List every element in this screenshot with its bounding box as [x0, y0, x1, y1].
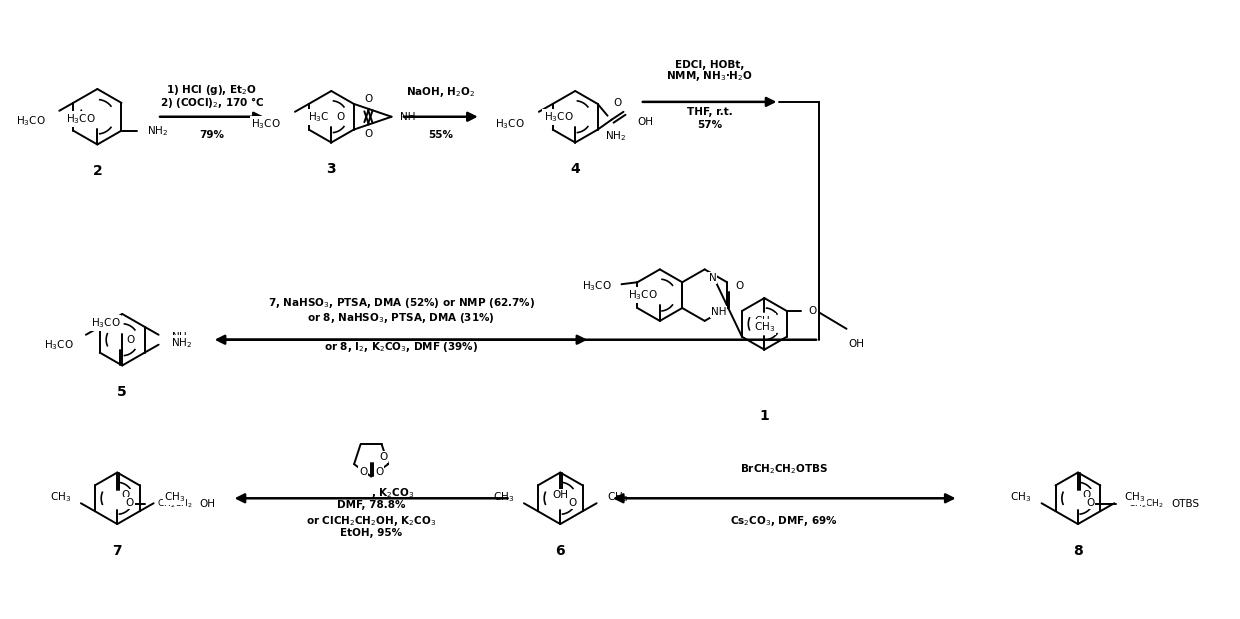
Text: NMM, NH$_3$·H$_2$O: NMM, NH$_3$·H$_2$O [666, 69, 753, 83]
Text: NH$_2$: NH$_2$ [605, 129, 626, 144]
Text: H$_3$CO: H$_3$CO [495, 117, 525, 131]
Text: EDCI, HOBt,: EDCI, HOBt, [675, 60, 744, 70]
Text: OH: OH [848, 339, 864, 348]
Text: 2) (COCl)$_2$, 170 °C: 2) (COCl)$_2$, 170 °C [160, 95, 264, 110]
Text: , K$_2$CO$_3$: , K$_2$CO$_3$ [371, 487, 414, 500]
Text: 8: 8 [1073, 544, 1083, 558]
Text: or ClCH$_2$CH$_2$OH, K$_2$CO$_3$: or ClCH$_2$CH$_2$OH, K$_2$CO$_3$ [306, 514, 436, 528]
Text: O: O [125, 498, 134, 508]
Text: H$_3$CO: H$_3$CO [45, 338, 74, 352]
Text: CH$_3$: CH$_3$ [754, 320, 775, 334]
Text: N: N [708, 274, 717, 284]
Text: H$_3$C: H$_3$C [308, 110, 330, 124]
Text: O: O [1083, 490, 1090, 500]
Text: CH$_2$CH$_2$: CH$_2$CH$_2$ [1127, 498, 1163, 511]
Text: THF, r.t.: THF, r.t. [687, 107, 733, 117]
Text: O: O [735, 281, 743, 291]
Text: 79%: 79% [200, 129, 224, 140]
Text: 5: 5 [118, 385, 128, 399]
Text: CH$_3$: CH$_3$ [1125, 490, 1146, 504]
Text: CH$_3$: CH$_3$ [1011, 490, 1032, 504]
Text: NH$_2$: NH$_2$ [171, 330, 192, 344]
Text: H$_3$CO: H$_3$CO [582, 279, 611, 293]
Text: 3: 3 [326, 162, 336, 176]
Text: O: O [126, 335, 134, 345]
Text: O: O [365, 129, 372, 139]
Text: CH$_3$: CH$_3$ [164, 490, 185, 504]
Text: O: O [365, 94, 372, 104]
Text: OH: OH [637, 117, 653, 127]
Text: 1: 1 [760, 409, 769, 423]
Text: H$_3$CO: H$_3$CO [66, 112, 95, 126]
Text: O: O [614, 98, 621, 108]
Text: OH: OH [552, 490, 568, 500]
Text: BrCH$_2$CH$_2$OTBS: BrCH$_2$CH$_2$OTBS [740, 462, 828, 477]
Text: H$_3$CO: H$_3$CO [543, 110, 573, 124]
Text: O: O [374, 467, 383, 477]
Text: NH$_2$: NH$_2$ [148, 124, 169, 137]
Text: 55%: 55% [428, 129, 454, 140]
Text: OH: OH [198, 500, 215, 509]
Text: EtOH, 95%: EtOH, 95% [340, 528, 402, 538]
Text: CH$_2$CH$_2$: CH$_2$CH$_2$ [157, 498, 193, 511]
Text: or 8, NaHSO$_3$, PTSA, DMA (31%): or 8, NaHSO$_3$, PTSA, DMA (31%) [308, 311, 495, 325]
Text: 4: 4 [570, 162, 580, 176]
Text: 57%: 57% [697, 119, 722, 130]
Text: H$_3$CO: H$_3$CO [16, 114, 46, 128]
Text: CH$_3$: CH$_3$ [606, 490, 627, 504]
Text: Cs$_2$CO$_3$, DMF, 69%: Cs$_2$CO$_3$, DMF, 69% [730, 514, 838, 528]
Text: OTBS: OTBS [1172, 500, 1199, 509]
Text: NH: NH [711, 307, 727, 317]
Text: 7, NaHSO$_3$, PTSA, DMA (52%) or NMP (62.7%): 7, NaHSO$_3$, PTSA, DMA (52%) or NMP (62… [268, 296, 534, 310]
Text: H$_3$CO: H$_3$CO [252, 117, 281, 131]
Text: O: O [379, 452, 387, 462]
Text: NH$_2$: NH$_2$ [171, 335, 192, 350]
Text: 6: 6 [556, 544, 565, 558]
Text: or 8, I$_2$, K$_2$CO$_3$, DMF (39%): or 8, I$_2$, K$_2$CO$_3$, DMF (39%) [324, 340, 479, 353]
Text: NaOH, H$_2$O$_2$: NaOH, H$_2$O$_2$ [407, 85, 475, 99]
Text: O: O [122, 490, 129, 500]
Text: CH$_3$: CH$_3$ [754, 314, 775, 328]
Text: O: O [1086, 498, 1094, 508]
Text: 1) HCl (g), Et$_2$O: 1) HCl (g), Et$_2$O [166, 83, 257, 97]
Text: CH$_3$: CH$_3$ [50, 490, 71, 504]
Text: CH$_3$: CH$_3$ [492, 490, 513, 504]
Text: H$_3$CO: H$_3$CO [91, 316, 120, 330]
Text: DMF, 78.8%: DMF, 78.8% [337, 500, 405, 510]
Text: NH: NH [399, 112, 415, 122]
Text: O: O [808, 306, 817, 316]
Text: O: O [336, 112, 345, 122]
Text: H$_3$CO: H$_3$CO [629, 288, 658, 302]
Text: O: O [568, 498, 577, 508]
Text: O: O [360, 467, 367, 477]
Text: 7: 7 [113, 544, 122, 558]
Text: 2: 2 [93, 164, 102, 178]
